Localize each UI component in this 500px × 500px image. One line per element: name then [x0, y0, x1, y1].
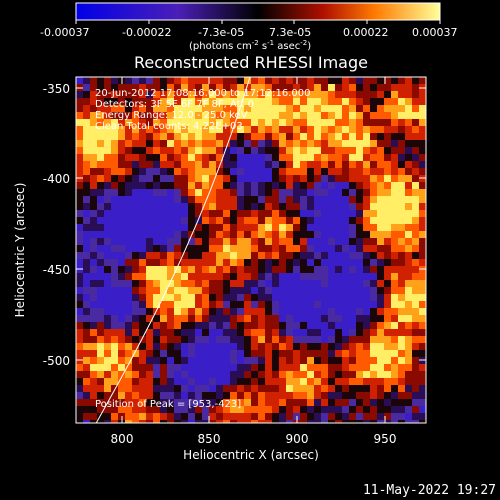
colorbar-tick-label-3: 7.3e-05: [269, 26, 311, 39]
y-axis-label: Heliocentric Y (arcsec): [13, 183, 27, 318]
colorbar-tick-label-0: -0.00037: [40, 26, 89, 39]
x-axis-ticks: [121, 77, 386, 423]
solar-limb-curve: [95, 77, 251, 423]
y-axis-ticks: [76, 87, 426, 361]
annotation-clean: Clean Total counts: 4.22E+03: [95, 121, 243, 132]
x-axis-label: Heliocentric X (arcsec): [183, 448, 319, 462]
colorbar-tick-label-1: -0.00022: [122, 26, 171, 39]
colorbar-tick-label-5: 0.00037: [412, 26, 458, 39]
colorbar-units: (photons cm-2 s-1 asec-2): [189, 39, 311, 52]
y-tick-label-400: -400: [43, 172, 70, 186]
colorbar: [75, 2, 441, 21]
annotation-peak: Position of Peak = [953,-423]: [95, 399, 241, 410]
colorbar-ticks: [75, 20, 441, 24]
annotation-time: 20-Jun-2012 17:08:16.000 to 17:12:16.000: [95, 88, 311, 99]
y-tick-label-350: -350: [43, 82, 70, 96]
plot-title: Reconstructed RHESSI Image: [134, 53, 368, 72]
y-tick-label-500: -500: [43, 354, 70, 368]
x-tick-label-900: 900: [286, 432, 309, 446]
x-tick-label-950: 950: [374, 432, 397, 446]
x-tick-label-800: 800: [111, 432, 134, 446]
colorbar-tick-label-4: 0.00022: [343, 26, 389, 39]
annotation-detectors: Detectors: 3F 5F 6F 7F 8F, Att 0: [95, 99, 254, 110]
footer-timestamp: 11-May-2022 19:27: [363, 483, 496, 498]
heatmap-image: [76, 77, 426, 423]
y-tick-label-450: -450: [43, 263, 70, 277]
colorbar-tick-label-2: -7.3e-05: [198, 26, 244, 39]
plot-frame: [75, 76, 427, 424]
x-tick-label-850: 850: [198, 432, 221, 446]
annotation-energy: Energy Range: 12.0 - 25.0 keV: [95, 110, 248, 121]
